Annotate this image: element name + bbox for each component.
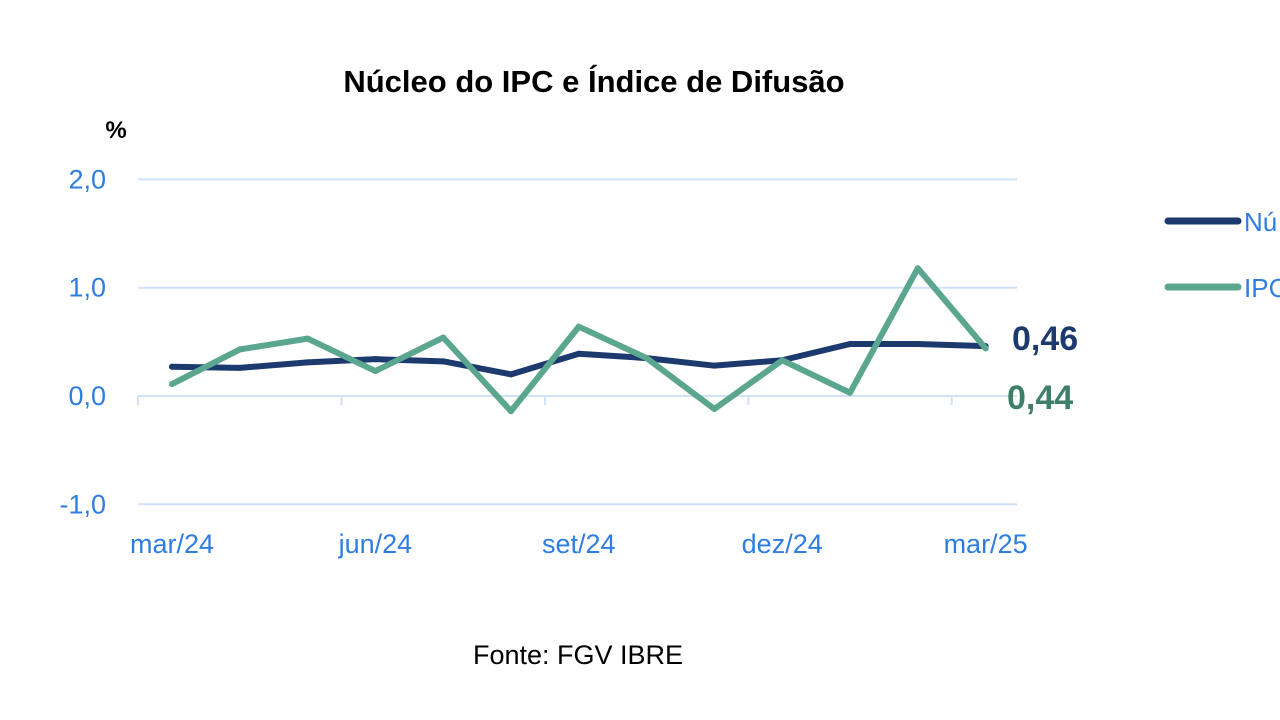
data-point — [304, 359, 311, 366]
data-point — [711, 362, 718, 369]
data-point — [440, 358, 447, 365]
chart-title: Núcleo do IPC e Índice de Difusão — [343, 64, 844, 99]
data-point — [236, 364, 243, 371]
end-value-label: 0,46 — [1012, 320, 1078, 358]
y-axis-ticks: 2,0 1,0 0,0 -1,0 — [59, 164, 106, 519]
data-point — [508, 408, 514, 415]
data-point — [372, 356, 379, 363]
legend-label: Nú — [1244, 207, 1277, 237]
end-labels: 0,46 0,44 — [1007, 320, 1078, 417]
legend-label: IPC — [1244, 273, 1280, 303]
data-point — [575, 350, 582, 357]
data-point — [236, 346, 243, 353]
x-tick-label: jun/24 — [338, 529, 413, 559]
x-axis-ticks: mar/24 jun/24 set/24 dez/24 mar/25 — [130, 396, 1028, 559]
series-line-2 — [169, 265, 989, 415]
data-point — [508, 371, 514, 378]
source-note: Fonte: FGV IBRE — [473, 640, 683, 670]
data-point — [575, 323, 582, 330]
series-lines — [169, 265, 989, 415]
data-point — [847, 341, 853, 348]
x-tick-label: mar/24 — [130, 529, 214, 559]
data-point — [914, 265, 921, 272]
gridlines — [138, 178, 1017, 506]
y-tick-label: 1,0 — [68, 273, 106, 303]
data-point — [372, 368, 379, 375]
data-point — [914, 341, 921, 348]
y-tick-label: 2,0 — [68, 164, 106, 194]
data-point — [169, 381, 175, 388]
data-point — [304, 335, 311, 342]
data-point — [440, 334, 447, 341]
x-tick-label: dez/24 — [742, 529, 823, 559]
legend: Nú IPC — [1164, 207, 1280, 303]
data-point — [169, 363, 175, 370]
y-tick-label: 0,0 — [68, 381, 106, 411]
data-point — [643, 355, 650, 362]
x-tick-label: mar/25 — [944, 529, 1028, 559]
data-point — [982, 345, 989, 352]
end-value-label: 0,44 — [1007, 379, 1073, 417]
data-point — [711, 405, 718, 412]
data-point — [847, 389, 853, 396]
y-tick-label: -1,0 — [59, 489, 106, 519]
y-unit-label: % — [105, 117, 126, 144]
data-point — [779, 357, 786, 364]
x-tick-label: set/24 — [542, 529, 616, 559]
